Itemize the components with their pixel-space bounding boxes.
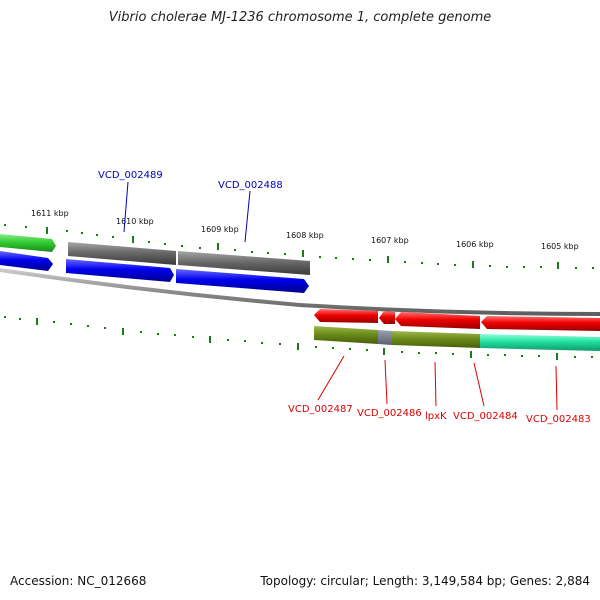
- genome-summary: Topology: circular; Length: 3,149,584 bp…: [260, 574, 590, 588]
- gene-feature-gray-vcd002489[interactable]: [68, 242, 176, 265]
- gene-label-vcd002487[interactable]: VCD_002487: [288, 404, 353, 415]
- scale-label-1611: 1611 kbp: [31, 209, 69, 218]
- top-strand-ticks: [4, 224, 594, 269]
- scale-label-1606: 1606 kbp: [456, 240, 494, 249]
- gene-feature-cyan-vcd002484[interactable]: [480, 334, 600, 351]
- scale-label-1607: 1607 kbp: [371, 236, 409, 245]
- chromosome-backbone: [0, 268, 600, 316]
- gene-label-vcd002489[interactable]: VCD_002489: [98, 170, 163, 181]
- label-leader-vcd002483: [555, 365, 558, 411]
- gene-label-vcd002488[interactable]: VCD_002488: [218, 180, 283, 191]
- accession-label: Accession: NC_012668: [10, 574, 147, 588]
- scale-label-1609: 1609 kbp: [201, 225, 239, 234]
- gene-feature-blue-vcd002489[interactable]: [66, 259, 174, 282]
- label-leader-vcd002489: [123, 181, 129, 233]
- label-leader-lpxk: [434, 361, 437, 407]
- scale-label-1608: 1608 kbp: [286, 231, 324, 240]
- label-leader-vcd002487: [317, 355, 345, 401]
- label-leader-vcd002484: [473, 362, 485, 407]
- label-leader-vcd002488: [244, 190, 251, 243]
- gene-feature-red-vcd002486[interactable]: [379, 311, 395, 324]
- gene-feature-red-lpxk[interactable]: [395, 312, 480, 329]
- label-leader-vcd002486: [384, 359, 388, 405]
- gene-feature-gray-vcd002488[interactable]: [178, 251, 310, 275]
- gene-label-vcd002484[interactable]: VCD_002484: [453, 411, 518, 422]
- gene-label-vcd002486[interactable]: VCD_002486: [357, 408, 422, 419]
- map-title: Vibrio cholerae MJ-1236 chromosome 1, co…: [108, 10, 492, 25]
- gene-feature-olive-lpxk[interactable]: [392, 331, 480, 348]
- gene-label-lpxk[interactable]: lpxK: [425, 411, 447, 422]
- gene-feature-slate-vcd002486[interactable]: [378, 330, 392, 345]
- gene-feature-red-vcd002487[interactable]: [314, 309, 378, 323]
- gene-feature-blue-vcd002488[interactable]: [176, 269, 309, 293]
- scale-label-1610: 1610 kbp: [116, 217, 154, 226]
- gene-feature-red-vcd002484[interactable]: [481, 316, 600, 331]
- scale-label-1605: 1605 kbp: [541, 242, 579, 251]
- gene-feature-green-left[interactable]: [0, 234, 56, 252]
- gene-label-vcd002483[interactable]: VCD_002483: [526, 414, 591, 425]
- gene-feature-olive-vcd002487[interactable]: [314, 326, 378, 344]
- gene-feature-blue-left[interactable]: [0, 251, 53, 271]
- bottom-strand-ticks: [4, 316, 593, 360]
